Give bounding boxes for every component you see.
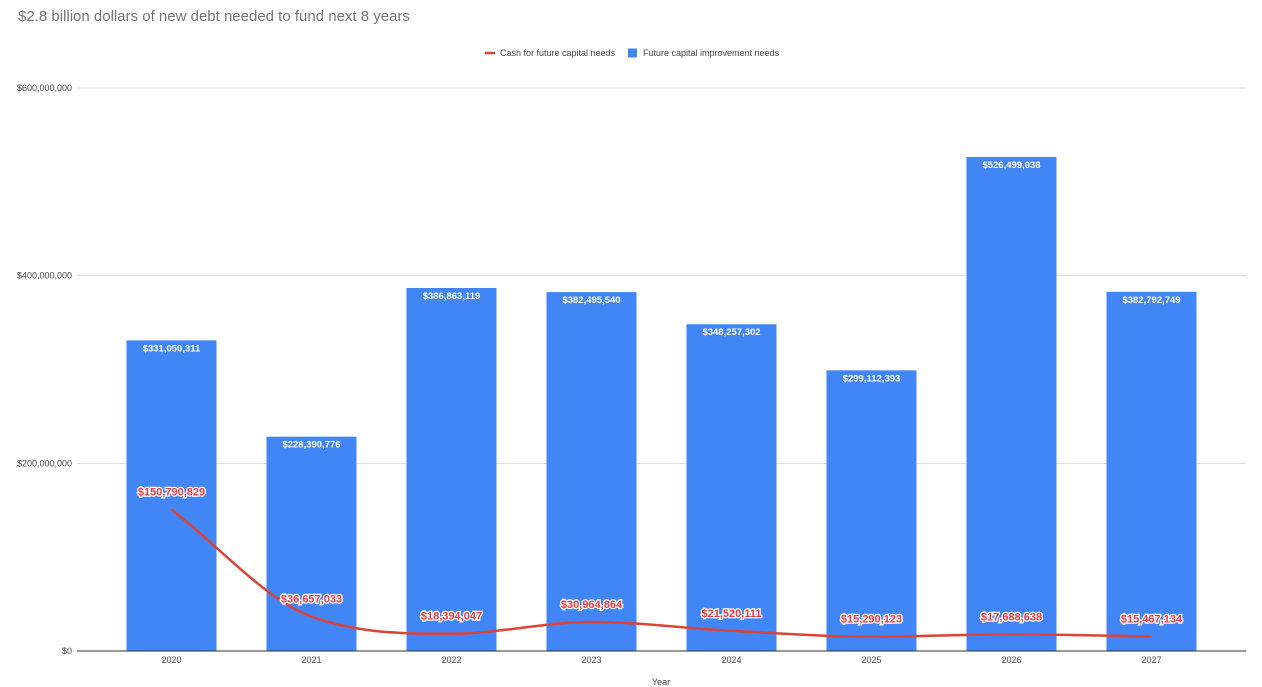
x-tick-label: 2026 [1001, 655, 1021, 665]
x-axis-title: Year [652, 677, 670, 687]
y-tick-label: $600,000,000 [17, 83, 72, 93]
line-data-label: $17,688,638 [981, 611, 1042, 623]
bar-data-label: $228,390,776 [282, 440, 340, 451]
legend-label: Cash for future capital needs [500, 48, 616, 58]
bar [966, 156, 1057, 652]
bar-data-label: $299,112,393 [843, 373, 901, 384]
y-axis-tick-labels: $0 $200,000,000 $400,000,000 $600,000,000 [17, 83, 72, 656]
bar [546, 292, 637, 651]
y-tick-label: $400,000,000 [17, 271, 72, 281]
line-data-label: $18,394,047 [421, 611, 482, 623]
bar [686, 324, 777, 651]
bar-data-label: $331,050,311 [143, 343, 201, 354]
line-data-label: $36,657,033 [281, 594, 342, 606]
x-tick-label: 2021 [301, 655, 321, 665]
x-axis-tick-labels: 2020 2021 2022 2023 2024 2025 2026 2027 [161, 655, 1161, 665]
bar-data-label: $382,495,540 [562, 295, 620, 306]
bar-data-label: $348,257,302 [702, 327, 760, 338]
bar [406, 287, 497, 651]
bar [1106, 291, 1197, 651]
line-data-label: $21,520,111 [702, 608, 762, 620]
x-tick-label: 2020 [161, 655, 181, 665]
legend: Cash for future capital needs Future capi… [485, 48, 780, 58]
line-data-label: $15,467,134 [1121, 613, 1183, 625]
x-tick-label: 2027 [1141, 655, 1161, 665]
bar [826, 370, 917, 651]
x-tick-label: 2024 [721, 655, 741, 665]
y-tick-label: $0 [62, 646, 72, 656]
bar [126, 340, 217, 651]
bar-data-label: $526,499,038 [982, 160, 1040, 171]
line-data-label: $15,290,123 [841, 614, 902, 626]
x-tick-label: 2023 [581, 655, 601, 665]
gridlines [77, 87, 1246, 464]
line-path [170, 508, 1152, 638]
x-tick-label: 2025 [861, 655, 881, 665]
bar-series: $331,050,311 $228,390,776 $386,863,119 $382… [126, 156, 1197, 652]
legend-bar-swatch [628, 48, 637, 58]
bar-data-label: $382,792,749 [1122, 295, 1180, 306]
chart-title: $2.8 billion dollars of new debt needed … [18, 8, 410, 25]
line-series: $150,790,829 $36,657,033 $18,394,047 $30,96… [137, 485, 1184, 638]
x-tick-label: 2022 [441, 655, 461, 665]
legend-label: Future capital improvement needs [643, 48, 780, 58]
line-data-label: $150,790,829 [138, 487, 205, 499]
line-data-label: $30,964,864 [561, 599, 623, 611]
bar-data-label: $386,863,119 [423, 291, 481, 302]
y-tick-label: $200,000,000 [17, 458, 72, 468]
bar [266, 436, 357, 651]
